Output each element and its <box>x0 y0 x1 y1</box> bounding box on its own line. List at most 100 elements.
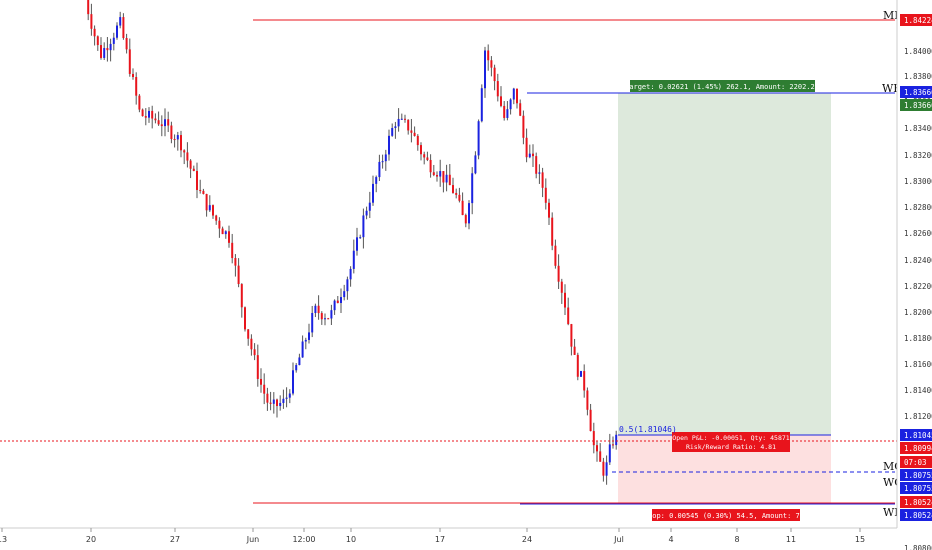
candle-body <box>503 105 506 118</box>
candle <box>384 149 387 171</box>
price-marker-label: 1.80994 <box>904 444 932 453</box>
candle-body <box>407 119 410 131</box>
candle <box>298 353 301 366</box>
candle <box>336 296 339 304</box>
candle <box>365 206 368 220</box>
candle <box>560 278 563 304</box>
candle-body <box>292 370 294 394</box>
candle-body <box>87 0 90 15</box>
price-tick-label: 1.83000 <box>904 177 932 186</box>
candle <box>605 455 608 485</box>
candle-body <box>528 153 531 158</box>
price-marker-label: 1.81045 <box>904 431 932 440</box>
candle-body <box>519 103 522 116</box>
price-tick-label: 1.82000 <box>904 308 932 317</box>
candle <box>516 88 518 109</box>
candle-body <box>397 118 400 127</box>
pnl-label-line2: Risk/Reward Ratio: 4.81 <box>686 443 776 451</box>
candle <box>583 364 586 398</box>
candle-body <box>269 402 272 404</box>
candle-body <box>525 137 528 158</box>
candle <box>381 154 384 169</box>
candle <box>180 130 182 158</box>
candle <box>282 389 285 409</box>
candle-body <box>279 403 282 407</box>
candle-body <box>112 37 115 44</box>
candle-body <box>404 118 406 120</box>
price-marker-label: 1.84224 <box>904 16 932 25</box>
candle <box>378 154 381 181</box>
candle <box>580 370 582 378</box>
candle-body <box>308 332 310 340</box>
candle <box>228 225 230 248</box>
candle-body <box>160 124 163 127</box>
candle-body <box>608 444 611 463</box>
candle <box>541 167 544 198</box>
candle <box>599 443 602 462</box>
candle <box>112 32 115 51</box>
candle-body <box>260 378 262 385</box>
candle-body <box>343 291 346 298</box>
candle <box>176 131 179 151</box>
candle-body <box>221 228 224 235</box>
candle <box>221 226 224 235</box>
candle-body <box>384 154 387 162</box>
candle <box>148 107 150 123</box>
candle-body <box>320 313 323 320</box>
time-tick-label: Jul <box>613 535 624 544</box>
candle-body <box>372 183 374 203</box>
candle <box>199 179 202 194</box>
stop-label-bg <box>652 509 800 521</box>
candle-body <box>570 324 573 347</box>
candle-body <box>378 161 381 178</box>
candle <box>212 204 214 219</box>
price-tick-label: 1.82400 <box>904 256 932 265</box>
candle-body <box>304 339 307 342</box>
candle <box>410 118 413 143</box>
candle-body <box>144 116 147 118</box>
candle <box>103 42 106 61</box>
candle-body <box>164 119 166 127</box>
time-tick-label: 8 <box>734 535 739 544</box>
candle-body <box>573 346 576 355</box>
candle <box>237 258 240 288</box>
candle-body <box>474 155 477 174</box>
candle-body <box>356 237 358 251</box>
target-label-text: Target: 0.02621 (1.45%) 262.1, Amount: 2… <box>625 83 819 91</box>
candle-body <box>359 237 362 239</box>
candle <box>263 373 266 405</box>
candle-body <box>426 157 429 160</box>
candle <box>458 187 461 203</box>
candle <box>253 343 256 361</box>
candle-body <box>218 220 221 229</box>
candle <box>413 126 416 137</box>
candle <box>596 441 598 462</box>
candle-body <box>496 81 499 97</box>
candle <box>234 254 237 277</box>
candle-body <box>596 445 598 452</box>
candle <box>301 335 304 358</box>
candle-body <box>439 171 442 177</box>
price-marker-bg <box>900 442 932 454</box>
price-tick-label: 1.82800 <box>904 203 932 212</box>
price-marker: 07:03 <box>900 456 932 468</box>
candle <box>138 94 141 113</box>
candle-body <box>282 398 285 404</box>
price-marker: 1.83666 <box>900 86 932 98</box>
price-marker: 1.80755 <box>900 482 932 494</box>
candle <box>276 398 278 418</box>
candle <box>468 200 470 230</box>
candle-body <box>551 217 554 246</box>
candle-body <box>468 203 470 224</box>
candle <box>420 142 422 161</box>
candle <box>285 387 288 408</box>
candle <box>349 266 352 287</box>
candle-body <box>480 88 483 122</box>
candle <box>452 177 454 194</box>
candle-body <box>442 171 445 183</box>
candle-body <box>202 190 205 195</box>
candle-body <box>301 341 304 358</box>
candle <box>464 213 467 228</box>
